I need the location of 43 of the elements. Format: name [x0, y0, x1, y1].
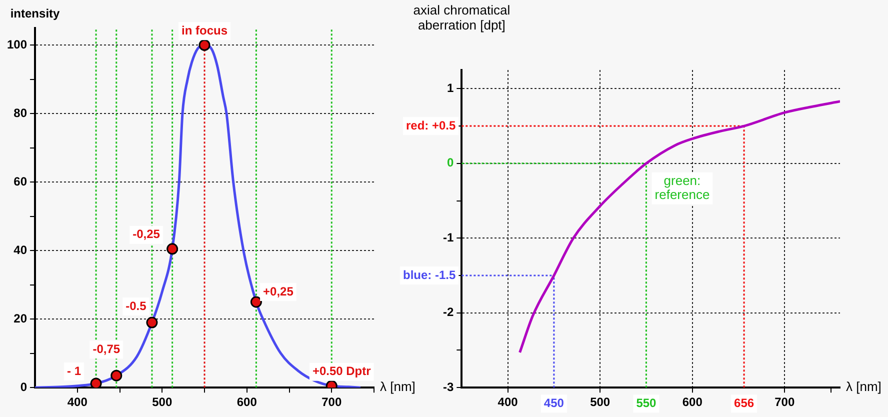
ref-line-label: 550	[636, 396, 657, 410]
y-tick-label: -3	[443, 380, 454, 394]
annotation: +0.50 Dptr	[312, 364, 372, 378]
x-tick-label: 600	[682, 395, 703, 410]
x-tick-label: 400	[67, 395, 88, 410]
annotation: -0,75	[92, 342, 120, 356]
x-axis-title: λ [nm]	[846, 379, 882, 394]
x-tick-label: 500	[152, 395, 172, 410]
y-tick-label: 0	[20, 380, 28, 394]
annotation: in focus	[182, 23, 228, 38]
point	[250, 296, 262, 308]
x-tick-label: 500	[590, 395, 610, 410]
y-tick-label: 100	[6, 37, 28, 52]
x-tick-label: 700	[322, 395, 342, 410]
point	[146, 316, 158, 328]
point	[90, 378, 102, 388]
point	[110, 370, 122, 382]
x-tick-label: 600	[236, 395, 258, 410]
y-tick-label: 60	[14, 174, 28, 188]
point	[166, 243, 178, 255]
ref-line-label: 656	[734, 396, 754, 410]
y-tick-label: 1	[446, 80, 454, 95]
y-tick-label: 0	[446, 156, 454, 170]
x-axis-title: λ [nm]	[380, 379, 416, 394]
y-tick-label: 80	[14, 106, 28, 120]
ref-line-label: blue: -1.5	[402, 268, 456, 282]
annotation: -0.5	[126, 298, 147, 313]
y-tick-label: 40	[14, 242, 28, 257]
annotation: - 1	[67, 364, 82, 378]
x-tick-label: 700	[774, 395, 795, 410]
annotation: -0,25	[132, 227, 160, 242]
line-series	[518, 100, 840, 354]
x-tick-label: 400	[498, 395, 518, 410]
annotation: green: reference	[654, 172, 710, 202]
annotation: +0,25	[263, 284, 294, 298]
y-tick-label: -2	[443, 305, 454, 320]
ref-line-label: 450	[544, 396, 564, 410]
y-tick-label: -1	[443, 230, 454, 244]
y-axis-title: axial chromatical aberration [dpt]	[413, 2, 510, 33]
point	[198, 39, 210, 51]
y-axis-title: intensity	[10, 6, 60, 20]
ref-line-label: red: +0.5	[406, 118, 456, 132]
y-tick-label: 20	[14, 311, 28, 326]
